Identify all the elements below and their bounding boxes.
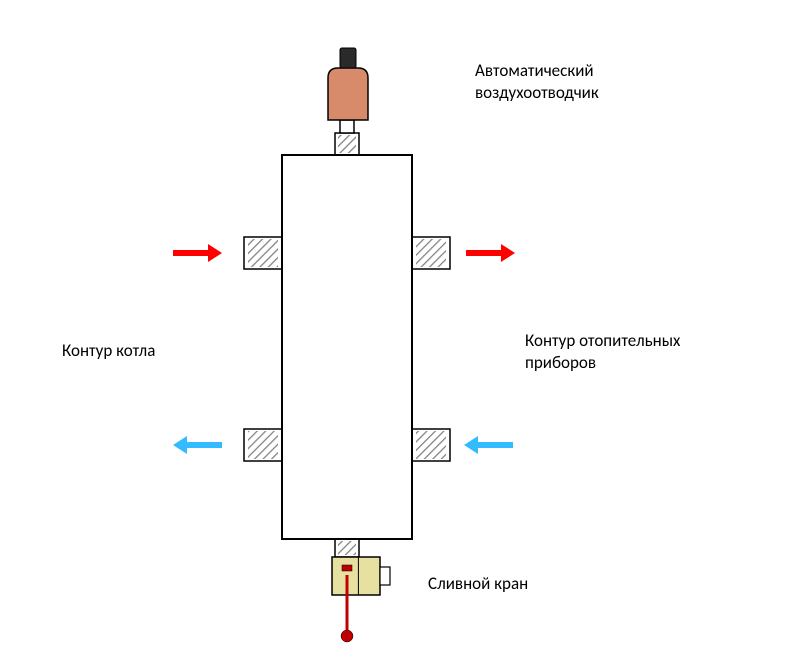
label-boiler-loop: Контур котла — [62, 340, 155, 362]
label-air-vent: Автоматический воздухоотводчик — [475, 60, 599, 104]
label-air-vent-line1: Автоматический — [475, 60, 594, 81]
label-heating-loop-line1: Контур отопительных — [525, 330, 680, 351]
label-heating-loop: Контур отопительных приборов — [525, 330, 680, 374]
label-drain-valve: Сливной кран — [428, 573, 528, 595]
label-heating-loop-line2: приборов — [525, 352, 596, 373]
diagram-svg — [0, 0, 800, 654]
label-air-vent-line2: воздухоотводчик — [475, 82, 599, 103]
